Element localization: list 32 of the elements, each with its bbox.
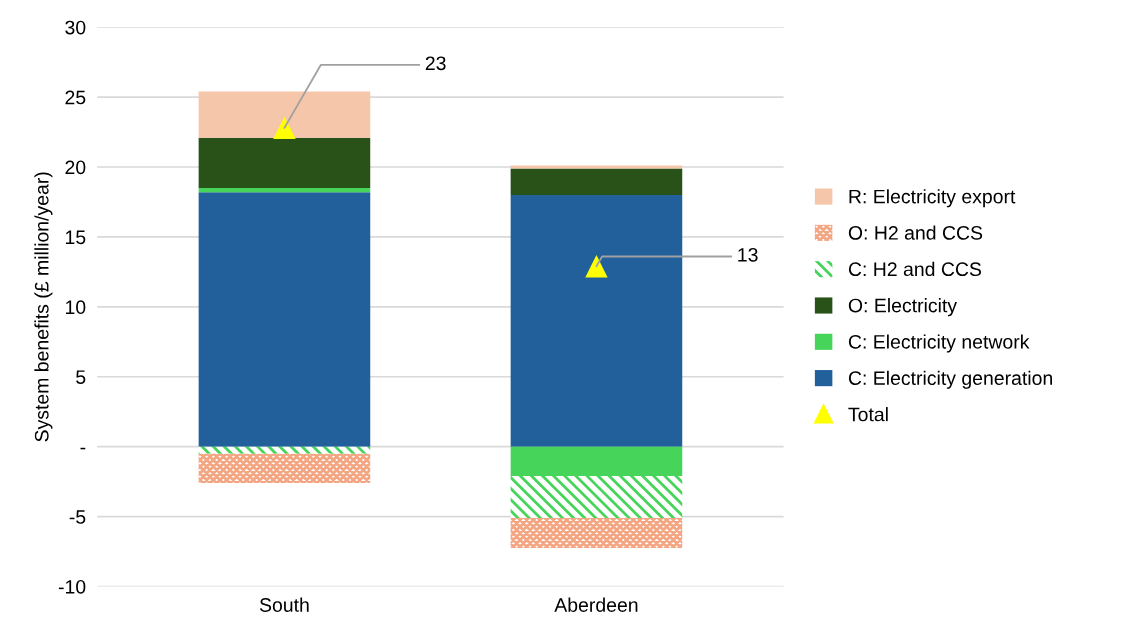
legend-label: O: H2 and CCS <box>848 225 983 240</box>
bar <box>510 168 683 195</box>
y-tick-label: 25 <box>65 90 86 105</box>
y-tick-label: 20 <box>65 160 86 175</box>
y-tick-label: 5 <box>76 370 86 384</box>
data-label: 23 <box>425 56 446 71</box>
legend-label: C: H2 and CCS <box>848 261 982 277</box>
legend-label: R: Electricity export <box>849 189 1016 208</box>
bar <box>510 476 683 518</box>
x-tick-label: South <box>259 597 309 612</box>
bar <box>198 137 371 188</box>
bar <box>198 192 371 447</box>
legend-label: C: Electricity network <box>848 334 1030 353</box>
legend-label: O: Electricity <box>848 298 958 317</box>
bar <box>510 446 683 477</box>
y-axis-title: System benefits (£ million/year) <box>34 172 53 442</box>
bar <box>198 446 371 454</box>
legend-label: C: Electricity generation <box>848 370 1052 389</box>
y-tick-label: 30 <box>65 20 86 35</box>
y-tick-label: - <box>80 447 86 450</box>
legend-label: Total <box>848 407 888 422</box>
data-label: 13 <box>738 247 758 262</box>
bar <box>198 187 371 193</box>
bar <box>510 194 683 447</box>
y-tick-label: -10 <box>58 579 86 594</box>
bar <box>198 453 371 484</box>
bar <box>510 517 683 549</box>
bar <box>198 91 371 138</box>
y-tick-label: 10 <box>65 300 86 315</box>
y-tick-label: 15 <box>65 230 86 245</box>
y-tick-label: -5 <box>69 510 86 524</box>
x-tick-label: Aberdeen <box>554 597 638 612</box>
